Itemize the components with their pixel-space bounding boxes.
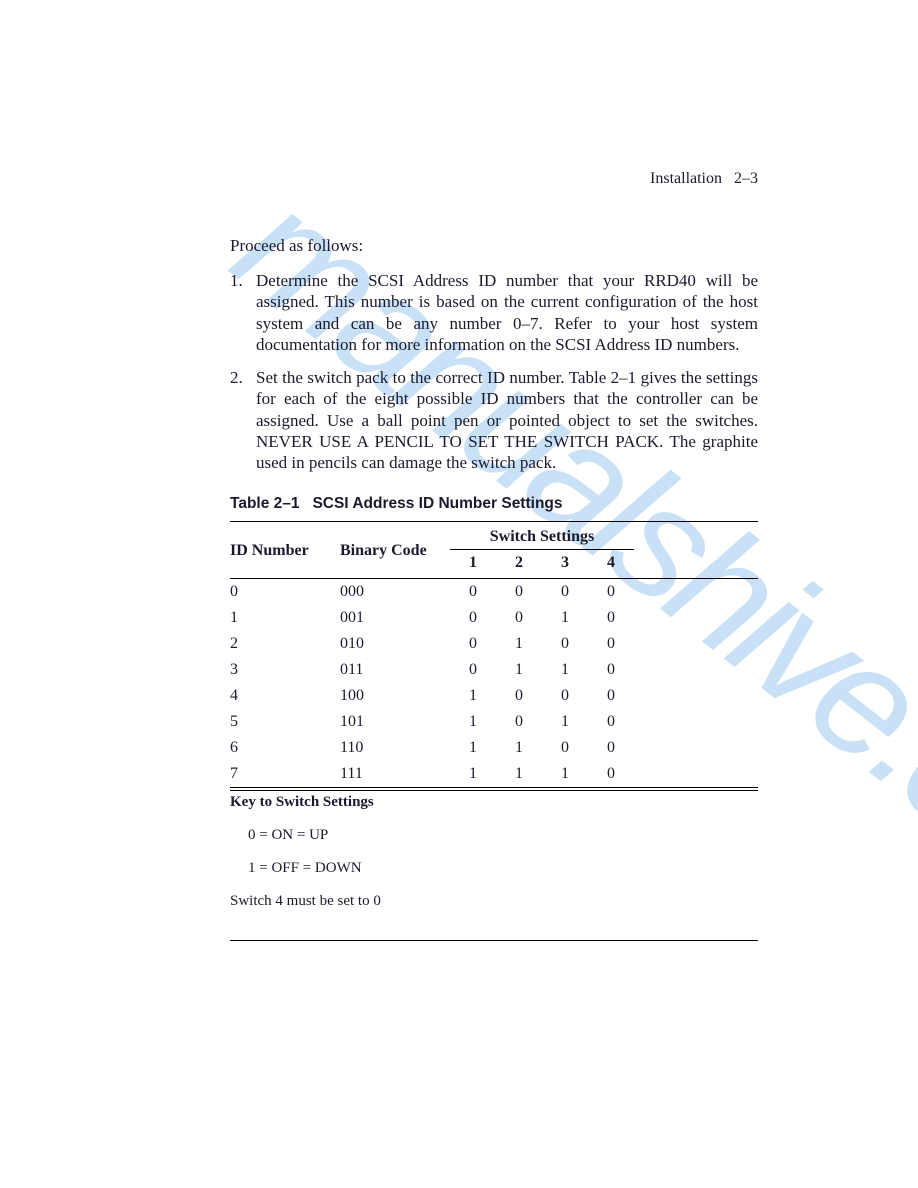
header-section: Installation (650, 170, 722, 187)
table-row: 51011010 (230, 709, 758, 735)
list-item: 1. Determine the SCSI Address ID number … (230, 270, 758, 355)
cell-sw: 0 (588, 735, 634, 761)
cell-bc: 011 (340, 657, 450, 683)
cell-sw: 1 (496, 761, 542, 788)
table-row: 71111110 (230, 761, 758, 788)
cell-sw: 1 (450, 761, 496, 788)
col-header-binary: Binary Code (340, 522, 450, 579)
col-header-sw1: 1 (450, 550, 496, 579)
cell-id: 5 (230, 709, 340, 735)
cell-sw: 1 (496, 657, 542, 683)
cell-sw: 1 (450, 735, 496, 761)
intro-text: Proceed as follows: (230, 236, 758, 256)
col-header-id: ID Number (230, 522, 340, 579)
cell-sw: 0 (542, 683, 588, 709)
key-line: 0 = ON = UP (248, 827, 758, 844)
cell-sw: 0 (496, 709, 542, 735)
table-row: 00000000 (230, 579, 758, 606)
cell-sw: 0 (588, 657, 634, 683)
cell-sw: 1 (496, 735, 542, 761)
cell-sw: 0 (588, 683, 634, 709)
cell-sw: 0 (450, 657, 496, 683)
cell-sw: 0 (450, 605, 496, 631)
cell-sw: 0 (588, 605, 634, 631)
cell-sw: 0 (588, 579, 634, 606)
key-line: Switch 4 must be set to 0 (230, 893, 758, 910)
list-text: Determine the SCSI Address ID number tha… (256, 270, 758, 355)
page-header: Installation 2–3 (230, 170, 758, 188)
cell-sw: 1 (542, 657, 588, 683)
col-header-sw2: 2 (496, 550, 542, 579)
cell-sw: 1 (450, 709, 496, 735)
cell-id: 1 (230, 605, 340, 631)
key-line: 1 = OFF = DOWN (248, 860, 758, 877)
header-page: 2–3 (734, 170, 758, 187)
cell-bc: 110 (340, 735, 450, 761)
cell-bc: 000 (340, 579, 450, 606)
cell-bc: 111 (340, 761, 450, 788)
table-title-prefix: Table 2–1 (230, 495, 300, 512)
table-row: 10010010 (230, 605, 758, 631)
list-number: 1. (230, 270, 256, 355)
cell-sw: 0 (496, 579, 542, 606)
list-number: 2. (230, 367, 256, 473)
cell-bc: 101 (340, 709, 450, 735)
cell-sw: 1 (542, 605, 588, 631)
table-title: Table 2–1 SCSI Address ID Number Setting… (230, 495, 758, 513)
cell-sw: 0 (542, 735, 588, 761)
end-rule (230, 940, 758, 941)
cell-id: 6 (230, 735, 340, 761)
cell-sw: 0 (450, 631, 496, 657)
cell-id: 3 (230, 657, 340, 683)
cell-sw: 1 (542, 761, 588, 788)
cell-sw: 0 (588, 761, 634, 788)
cell-id: 2 (230, 631, 340, 657)
cell-sw: 1 (542, 709, 588, 735)
table-row: 61101100 (230, 735, 758, 761)
cell-sw: 0 (588, 631, 634, 657)
page-body: Installation 2–3 Proceed as follows: 1. … (0, 0, 918, 981)
cell-bc: 100 (340, 683, 450, 709)
cell-id: 0 (230, 579, 340, 606)
table-row: 41001000 (230, 683, 758, 709)
cell-sw: 1 (450, 683, 496, 709)
list-text: Set the switch pack to the correct ID nu… (256, 367, 758, 473)
cell-sw: 1 (496, 631, 542, 657)
table-row: 20100100 (230, 631, 758, 657)
col-spacer (634, 522, 758, 579)
col-header-switch: Switch Settings (450, 522, 634, 550)
cell-bc: 001 (340, 605, 450, 631)
cell-sw: 0 (542, 631, 588, 657)
cell-bc: 010 (340, 631, 450, 657)
cell-sw: 0 (542, 579, 588, 606)
cell-id: 7 (230, 761, 340, 788)
cell-sw: 0 (496, 683, 542, 709)
cell-id: 4 (230, 683, 340, 709)
list-item: 2. Set the switch pack to the correct ID… (230, 367, 758, 473)
table-title-text: SCSI Address ID Number Settings (312, 495, 562, 512)
scsi-table: ID Number Binary Code Switch Settings 1 … (230, 521, 758, 788)
cell-sw: 0 (588, 709, 634, 735)
key-title: Key to Switch Settings (230, 790, 758, 811)
table-body: 00000000 10010010 20100100 30110110 4100… (230, 579, 758, 788)
cell-sw: 0 (496, 605, 542, 631)
col-header-sw3: 3 (542, 550, 588, 579)
col-header-sw4: 4 (588, 550, 634, 579)
table-row: 30110110 (230, 657, 758, 683)
cell-sw: 0 (450, 579, 496, 606)
